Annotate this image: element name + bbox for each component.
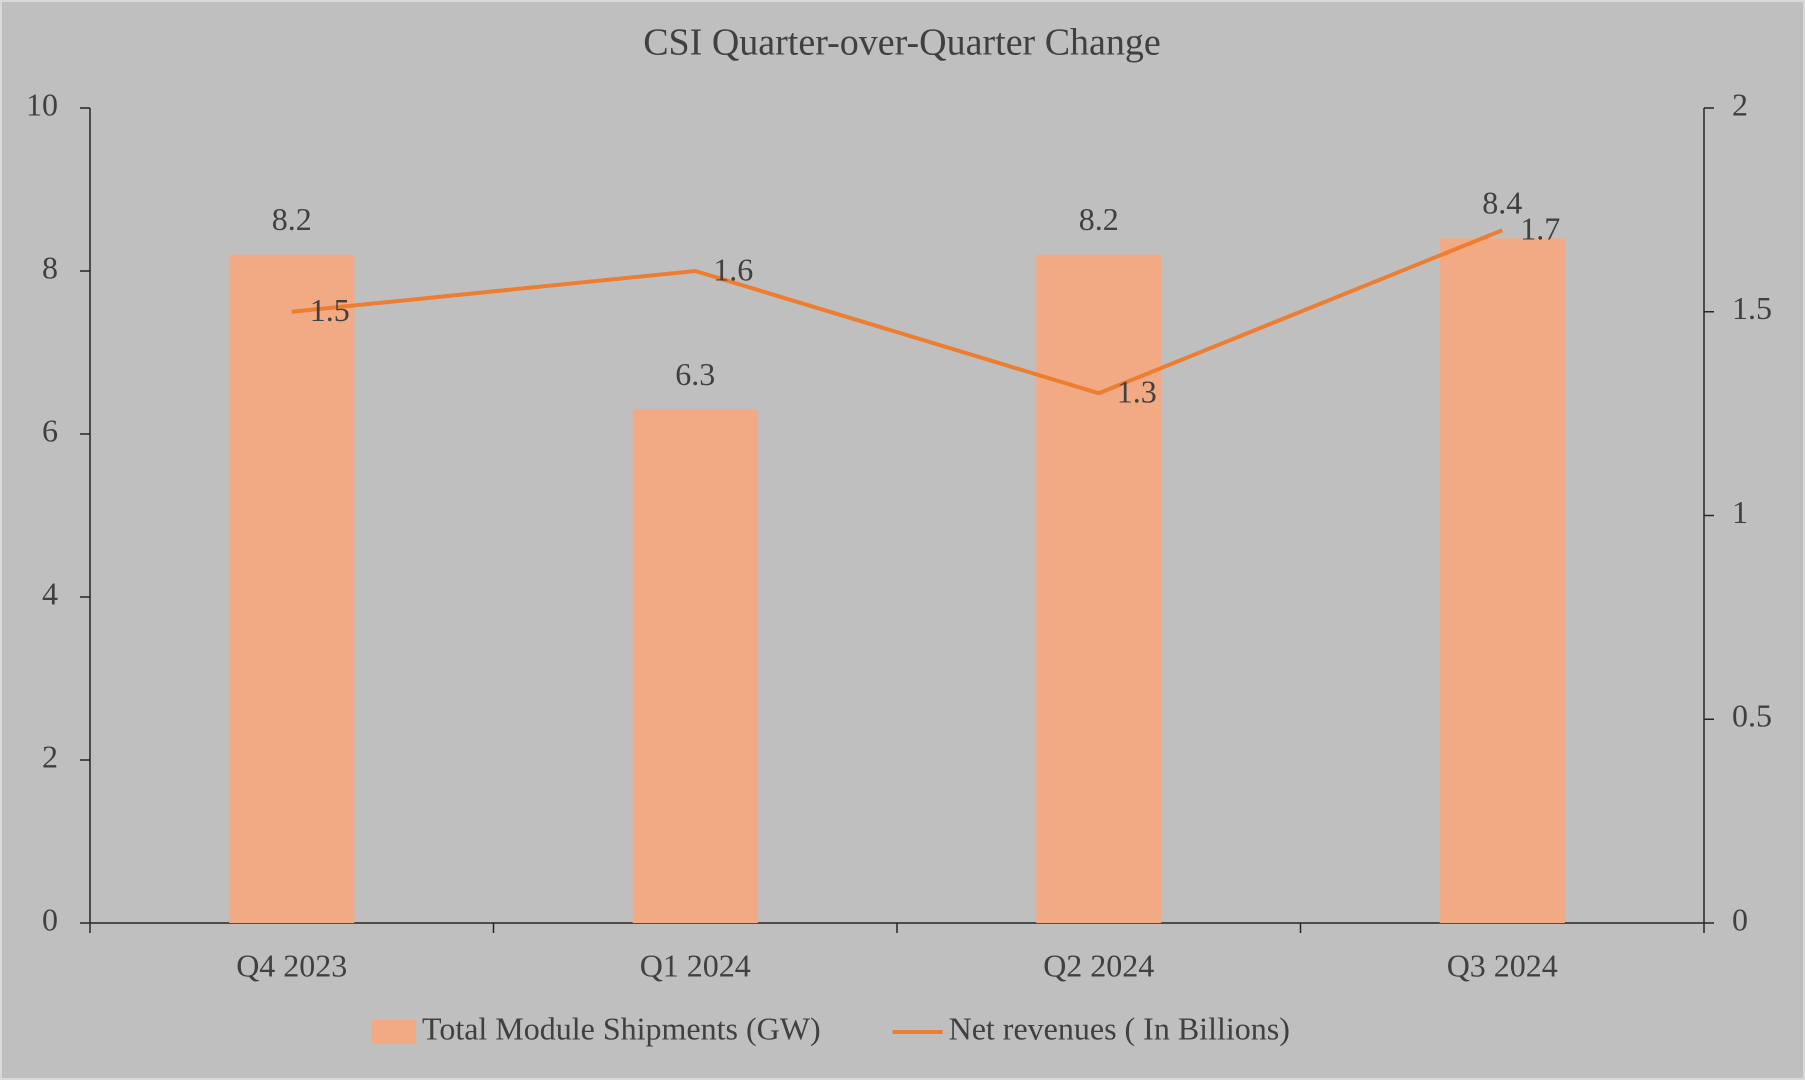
line-value-label: 1.6 — [713, 251, 753, 287]
legend-swatch — [372, 1020, 416, 1044]
y2-tick-label: 2 — [1732, 86, 1748, 122]
bar — [1439, 238, 1565, 923]
x-tick-label: Q3 2024 — [1447, 947, 1558, 983]
y-tick-label: 6 — [42, 412, 58, 448]
x-tick-label: Q4 2023 — [236, 947, 347, 983]
y-tick-label: 8 — [42, 249, 58, 285]
bar-value-label: 8.4 — [1482, 185, 1522, 221]
bar-value-label: 8.2 — [272, 201, 312, 237]
y2-tick-label: 1.5 — [1732, 290, 1772, 326]
line-value-label: 1.5 — [310, 292, 350, 328]
bar-value-label: 6.3 — [675, 356, 715, 392]
bar — [1036, 254, 1162, 923]
bar — [632, 409, 758, 923]
y2-tick-label: 0 — [1732, 901, 1748, 937]
x-tick-label: Q1 2024 — [640, 947, 751, 983]
legend-label: Total Module Shipments (GW) — [422, 1010, 821, 1046]
bar — [229, 254, 355, 923]
y2-tick-label: 0.5 — [1732, 698, 1772, 734]
y-tick-label: 0 — [42, 901, 58, 937]
chart-title: CSI Quarter-over-Quarter Change — [643, 22, 1161, 64]
x-tick-label: Q2 2024 — [1043, 947, 1154, 983]
y2-tick-label: 1 — [1732, 494, 1748, 530]
line — [291, 228, 1503, 396]
line-value-label: 1.3 — [1117, 374, 1157, 410]
line-value-label: 1.7 — [1520, 211, 1560, 247]
y-tick-label: 4 — [42, 575, 58, 611]
bar-value-label: 8.2 — [1079, 201, 1119, 237]
y-tick-label: 2 — [42, 738, 58, 774]
y-tick-label: 10 — [26, 86, 58, 122]
legend-label: Net revenues ( In Billions) — [949, 1010, 1290, 1046]
